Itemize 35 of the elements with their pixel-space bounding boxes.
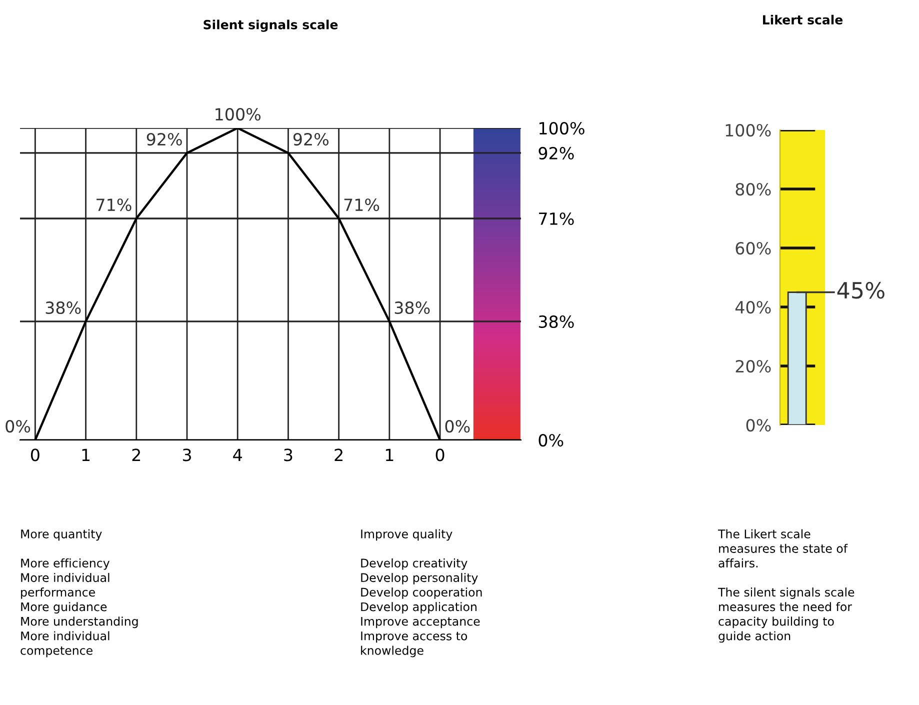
x-tick-label: 1 (82, 448, 90, 461)
x-tick-label: 3 (182, 448, 191, 462)
data-label: 100% (216, 108, 261, 121)
x-tick-label: 2 (132, 448, 140, 461)
y-tick-label: 80% (736, 182, 771, 196)
data-label: 71% (344, 198, 380, 212)
y-tick-label: 20% (736, 360, 771, 373)
x-tick-label: 3 (284, 448, 292, 462)
chart-title: Likert scale (763, 14, 843, 24)
y-tick-label: 38% (538, 315, 574, 328)
data-label: 92% (146, 132, 182, 146)
x-tick-label: 4 (233, 448, 242, 461)
text: Improve quality Develop creativity Develop personality Develop cooperation Develop application Improve acceptance Improve access to knowledge (361, 529, 482, 658)
y-tick-label: 60% (736, 242, 771, 255)
data-label: 71% (96, 198, 132, 212)
data-label: 0% (445, 420, 470, 433)
y-tick-label: 0% (746, 418, 771, 432)
data-label: 45% (837, 282, 884, 299)
y-tick-label: 92% (538, 146, 574, 160)
x-tick-label: 1 (386, 448, 394, 461)
y-tick-label: 71% (539, 212, 574, 226)
text: The Likert scale measures the state of affairs. The silent signals scale measures the need for capacity building to guide action (718, 529, 854, 643)
y-tick-label: 40% (735, 300, 771, 314)
x-tick-label: 0 (30, 448, 40, 462)
x-tick-label: 2 (334, 448, 342, 461)
data-label: 92% (293, 132, 329, 146)
y-tick-label: 100% (539, 122, 584, 135)
x-tick-label: 0 (436, 448, 444, 462)
chart-title: Silent signals scale (204, 20, 338, 32)
y-tick-label: 100% (726, 124, 771, 137)
data-label: 38% (394, 301, 430, 314)
text: More quantity More efficiency More individual performance More guidance More understanding More individual competence (20, 529, 138, 658)
data-label: 38% (46, 301, 81, 314)
y-tick-label: 0% (538, 434, 564, 447)
data-label: 0% (6, 420, 30, 433)
